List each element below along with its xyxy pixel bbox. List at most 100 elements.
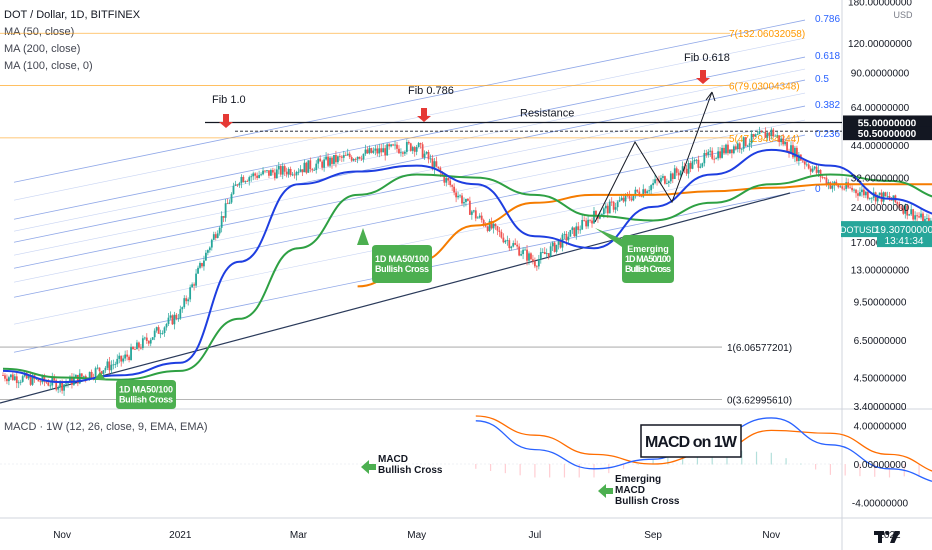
- candle-body: [675, 168, 678, 173]
- candle-body: [599, 215, 601, 219]
- candle-body: [372, 150, 375, 153]
- candle-body: [246, 181, 249, 182]
- candle-body: [506, 240, 509, 241]
- candle-body: [25, 372, 28, 379]
- candle-body: [465, 198, 467, 203]
- candle-body: [906, 205, 909, 216]
- fib-channel-label: 0: [815, 184, 821, 195]
- macd-cross2-arrow-icon: [598, 484, 613, 498]
- candle-body: [862, 189, 865, 196]
- candle-body: [587, 219, 589, 227]
- candle-body: [232, 185, 235, 195]
- candle-body: [537, 259, 540, 267]
- candle-body: [19, 381, 22, 383]
- candle-body: [203, 260, 205, 267]
- candle-body: [463, 202, 465, 204]
- candle-body: [171, 315, 174, 325]
- candle-body: [703, 153, 706, 164]
- candle-body: [143, 337, 146, 339]
- candle-body: [6, 378, 8, 382]
- candle-body: [709, 150, 712, 152]
- candle-body: [900, 207, 903, 209]
- candle-body: [750, 133, 753, 144]
- macd-histogram-bar: [475, 464, 477, 469]
- candle-body: [268, 170, 270, 176]
- candle-body: [563, 233, 566, 235]
- candle-body: [2, 375, 4, 377]
- callout-cross-2020-text: Bullish Cross: [119, 395, 173, 405]
- candle-body: [242, 176, 245, 183]
- candle-body: [522, 249, 524, 255]
- price-tick-label: 32.00000000: [851, 174, 910, 185]
- macd-box-label: MACD on 1W: [645, 434, 738, 451]
- time-tick-label: Mar: [290, 530, 308, 541]
- macd-histogram-bar: [578, 464, 580, 478]
- fib-base-label: 0(3.62995610): [727, 395, 792, 406]
- candle-body: [80, 373, 83, 377]
- fib-channel: 0.786 0.618 0.5 0.382 0.236 0: [13, 14, 840, 353]
- candle-body: [656, 179, 658, 181]
- candle-body: [183, 298, 186, 308]
- candle-body: [764, 131, 767, 138]
- macd-histogram-bar: [844, 464, 846, 476]
- candle-body: [114, 364, 117, 365]
- fib0786-label: Fib 0.786: [408, 85, 454, 97]
- candle-body: [851, 187, 853, 191]
- macd-histogram-bar: [593, 464, 595, 478]
- candle-body: [470, 211, 473, 215]
- candle-body: [120, 355, 123, 362]
- candle-body: [376, 148, 379, 154]
- candle-body: [547, 253, 550, 257]
- candle-body: [664, 176, 666, 184]
- fib-channel-label: 0.236: [815, 129, 840, 140]
- candle-body: [159, 333, 162, 335]
- candle-body: [317, 158, 320, 164]
- candle-body: [384, 148, 387, 156]
- candle-body: [461, 195, 463, 204]
- candle-body: [545, 253, 548, 255]
- candle-body: [173, 314, 176, 325]
- candle-body: [234, 184, 237, 186]
- candle-body: [358, 156, 361, 159]
- candle-body: [849, 187, 851, 189]
- candle-body: [155, 327, 158, 331]
- candle-body: [498, 230, 501, 233]
- candle-body: [116, 358, 119, 365]
- candle-body: [421, 144, 424, 158]
- fib-channel-label: 0.382: [815, 100, 840, 111]
- candle-body: [9, 374, 12, 378]
- candle-body: [717, 151, 720, 159]
- candle-body: [734, 146, 737, 149]
- candle-body: [920, 213, 922, 218]
- candle-body: [208, 247, 211, 251]
- candle-body: [130, 346, 132, 361]
- candle-body: [526, 249, 528, 261]
- candle-body: [857, 193, 859, 196]
- candle-body: [630, 198, 633, 201]
- candle-body: [809, 168, 812, 172]
- candle-body: [368, 148, 371, 154]
- candle-body: [567, 236, 570, 241]
- candle-body: [786, 141, 788, 151]
- candle-body: [731, 149, 733, 154]
- candle-body: [279, 166, 282, 175]
- candle-body: [748, 143, 751, 146]
- fib-channel-subline: [13, 161, 806, 325]
- candle-body: [266, 170, 268, 172]
- candle-body: [136, 342, 138, 350]
- price-candles: [2, 126, 932, 396]
- candle-body: [780, 138, 783, 143]
- fib-channel-label: 0.5: [815, 74, 829, 85]
- candle-body: [476, 217, 479, 219]
- candle-body: [468, 200, 471, 215]
- candle-body: [382, 148, 385, 153]
- price-tick-label: 3.40000000: [854, 402, 907, 413]
- candle-body: [504, 240, 507, 243]
- candle-body: [492, 223, 495, 229]
- candle-body: [55, 380, 58, 390]
- candle-body: [443, 174, 446, 183]
- candle-body: [271, 170, 274, 173]
